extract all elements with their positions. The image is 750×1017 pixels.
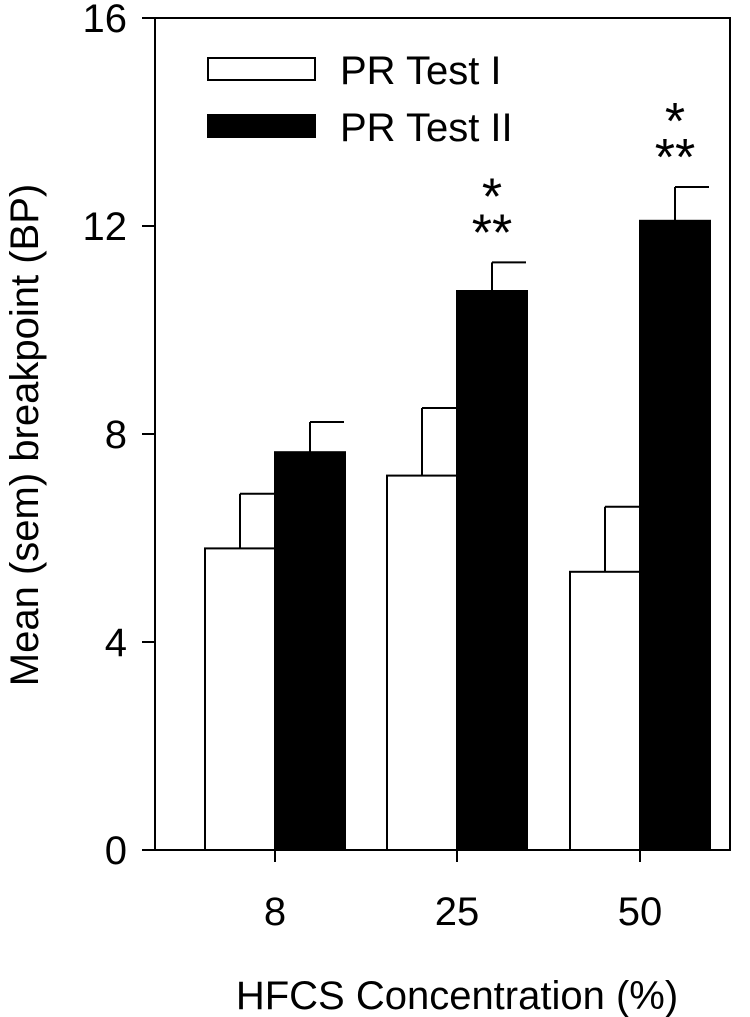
legend-swatch-test-2 <box>207 114 316 138</box>
bar-test-2-25 <box>456 290 528 851</box>
y-tick-label: 0 <box>105 829 127 873</box>
bar-test-2-8 <box>274 451 346 851</box>
significance-mark: * <box>665 93 685 151</box>
bar-test-1-8 <box>204 547 276 852</box>
legend-label-test-1: PR Test I <box>340 49 502 93</box>
bar-test-2-50 <box>639 219 711 852</box>
bar-test-1-25 <box>386 474 458 851</box>
significance-mark: ** <box>472 204 512 262</box>
bar-test-1-50 <box>569 570 641 851</box>
x-axis-label: HFCS Concentration (%) <box>236 974 678 1017</box>
significance-mark: ** <box>655 129 695 187</box>
legend-swatch-test-1 <box>207 57 316 81</box>
y-tick-label: 12 <box>83 205 128 249</box>
y-tick-label: 8 <box>105 413 127 457</box>
x-tick-label: 8 <box>264 890 286 934</box>
x-tick-label: 25 <box>435 890 480 934</box>
y-axis-label: Mean (sem) breakpoint (BP) <box>3 184 47 686</box>
legend-label-test-2: PR Test II <box>340 106 513 150</box>
x-tick-label: 50 <box>618 890 663 934</box>
significance-mark: * <box>482 168 502 226</box>
y-tick-label: 4 <box>105 621 127 665</box>
y-tick-label: 16 <box>83 0 128 41</box>
